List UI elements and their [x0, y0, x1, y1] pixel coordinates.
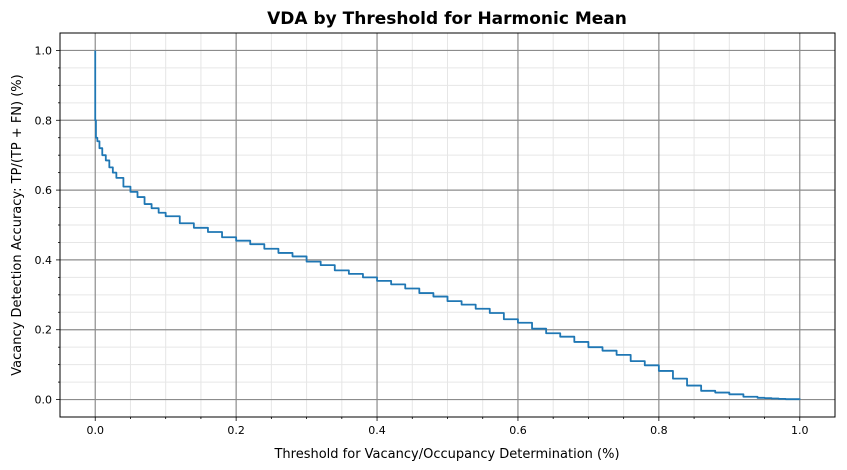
x-axis-label: Threshold for Vacancy/Occupancy Determin…: [273, 447, 619, 462]
y-axis-ticks: 0.0 0.2 0.4 0.6 0.8 1.0: [35, 44, 60, 407]
y-tick-label: 1.0: [35, 44, 53, 57]
x-tick-label: 0.0: [86, 424, 104, 437]
major-grid: [60, 33, 835, 417]
y-tick-label: 0.2: [35, 324, 53, 337]
x-tick-label: 0.4: [368, 424, 386, 437]
y-tick-label: 0.4: [35, 254, 53, 267]
minor-grid: [60, 33, 835, 417]
chart-title: VDA by Threshold for Harmonic Mean: [267, 9, 627, 29]
x-tick-label: 0.8: [650, 424, 668, 437]
x-tick-label: 0.2: [227, 424, 245, 437]
y-tick-label: 0.0: [35, 394, 53, 407]
y-axis-label: Vacancy Detection Accuracy: TP/(TP + FN)…: [10, 74, 25, 375]
y-tick-label: 0.8: [35, 114, 53, 127]
x-tick-label: 0.6: [509, 424, 527, 437]
x-axis-ticks: 0.0 0.2 0.4 0.6 0.8 1.0: [86, 417, 809, 437]
series-layer: [94, 50, 801, 401]
x-tick-label: 1.0: [791, 424, 809, 437]
series-line-0: [94, 50, 801, 401]
y-tick-label: 0.6: [35, 184, 53, 197]
